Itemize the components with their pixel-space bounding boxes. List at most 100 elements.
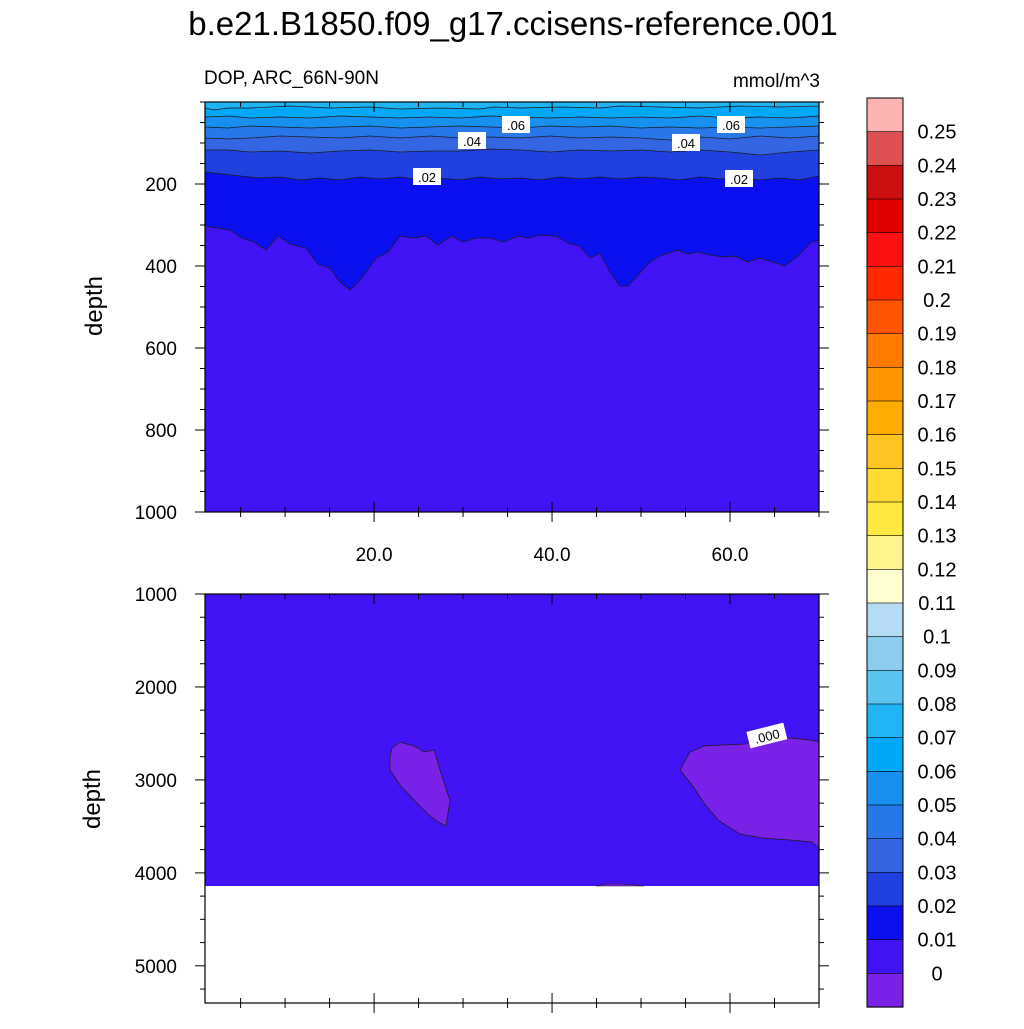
colorbar-swatch	[866, 703, 904, 739]
contour-label-bg	[458, 132, 486, 149]
colorbar-label: 0.23	[918, 189, 957, 211]
y-tick-label: 200	[145, 175, 177, 196]
colorbar-swatch	[866, 670, 904, 705]
bottom-y-axis: 1000 2000 3000 4000 5000	[135, 585, 829, 990]
colorbar-label: 0.13	[918, 526, 957, 548]
colorbar-swatch	[866, 737, 904, 772]
colorbar-label: 0.12	[918, 559, 957, 581]
bottom-contour-labels: .000	[746, 722, 788, 749]
y-tick-label: 1000	[135, 503, 177, 524]
colorbar-swatch	[866, 165, 904, 200]
contour-label-text: .02	[418, 170, 436, 185]
contour-label: .06	[502, 116, 530, 133]
colorbar-label: 0.04	[918, 829, 957, 851]
contour-label: .06	[717, 116, 745, 133]
colorbar-label: 0.11	[918, 593, 955, 615]
contour-label-bg	[746, 722, 788, 749]
contour-label: .000	[746, 722, 788, 749]
bottom-panel-fill	[205, 594, 819, 886]
colorbar-label: 0.16	[918, 425, 957, 447]
contour-label-text: .06	[507, 118, 525, 133]
colorbar-swatch	[866, 468, 904, 503]
colorbar-swatch	[866, 602, 904, 638]
colorbar-label: 0.2	[923, 290, 951, 312]
bottom-panel-bottom-sliver	[595, 883, 645, 887]
colorbar: 0.25 0.24 0.23 0.22 0.21 0.2 0.19 0.18 0.17 0.16 0…	[866, 97, 957, 1008]
bottom-panel: .000 1000 2000 3000 4000 5000	[135, 585, 829, 1013]
colorbar-swatch	[866, 804, 904, 840]
contour-label-bg	[672, 134, 700, 151]
top-y-axis: 200 400 600 800 1000	[135, 101, 829, 524]
colorbar-label: 0.05	[918, 795, 957, 817]
x-tick-label: 40.0	[534, 545, 571, 566]
colorbar-swatch	[866, 400, 904, 436]
colorbar-label: 0.14	[918, 492, 957, 514]
colorbar-label: 0.01	[918, 930, 957, 952]
bottom-panel-patch-left	[389, 741, 451, 827]
y-tick-label: 3000	[135, 771, 177, 792]
contour-label: .04	[458, 132, 486, 149]
contour-label-bg	[717, 116, 745, 133]
colorbar-label: 0.08	[918, 694, 957, 716]
contour-label-bg	[413, 168, 441, 185]
y-tick-label: 4000	[135, 864, 177, 885]
colorbar-swatch	[866, 198, 904, 234]
x-tick-label: 60.0	[712, 545, 749, 566]
colorbar-swatch	[866, 434, 904, 469]
colorbar-swatch	[866, 266, 904, 301]
top-panel-band-0.07-0.08	[204, 101, 820, 111]
colorbar-swatch	[866, 367, 904, 402]
contour-label-text: .000	[753, 726, 781, 747]
top-panel: .06 .04 .02 .06 .04 .02 200 400 600 800 1000 20.0…	[135, 101, 829, 566]
contour-label-text: .04	[677, 136, 695, 151]
bottom-x-axis	[240, 594, 820, 1013]
y-tick-label: 400	[145, 257, 177, 278]
contour-label-text: .06	[722, 118, 740, 133]
y-tick-label: 2000	[135, 678, 177, 699]
y-tick-label: 600	[145, 339, 177, 360]
contour-label: .02	[725, 170, 753, 187]
colorbar-label: 0.22	[918, 223, 957, 245]
top-contour-labels: .06 .04 .02 .06 .04 .02	[413, 116, 753, 187]
contour-label-bg	[725, 170, 753, 187]
colorbar-label: 0.02	[918, 896, 957, 918]
colorbar-swatch	[866, 97, 904, 133]
colorbar-swatch	[866, 771, 904, 806]
colorbar-swatch	[866, 501, 904, 537]
contour-label-bg	[502, 116, 530, 133]
colorbar-label: 0.09	[918, 660, 957, 682]
colorbar-label: 0.17	[918, 391, 957, 413]
top-panel-ylabel: depth	[81, 276, 108, 336]
x-tick-label: 20.0	[356, 545, 393, 566]
bottom-panel-frame	[204, 593, 820, 1004]
colorbar-swatch	[866, 939, 904, 974]
chart-units-label: mmol/m^3	[733, 71, 820, 92]
colorbar-swatch	[866, 333, 904, 368]
colorbar-label: 0.19	[918, 324, 957, 346]
colorbar-frame	[866, 97, 904, 1008]
y-tick-label: 5000	[135, 957, 177, 978]
contour-label-text: .04	[463, 134, 481, 149]
colorbar-label: 0.06	[918, 761, 957, 783]
colorbar-swatch	[866, 905, 904, 941]
colorbar-swatch	[866, 838, 904, 873]
colorbar-label: 0.25	[918, 122, 957, 144]
colorbar-swatch	[866, 131, 904, 166]
colorbar-label: 0.21	[918, 256, 957, 278]
colorbar-swatch	[866, 872, 904, 907]
colorbar-label: 0.18	[918, 357, 957, 379]
colorbar-swatch	[866, 299, 904, 335]
colorbar-swatch	[866, 569, 904, 604]
top-x-axis: 20.0 40.0 60.0	[240, 102, 820, 566]
y-tick-label: 800	[145, 421, 177, 442]
chart-left-subtitle: DOP, ARC_66N-90N	[204, 68, 379, 89]
y-tick-label: 1000	[135, 585, 177, 606]
bottom-panel-ylabel: depth	[79, 769, 106, 829]
colorbar-label: 0.07	[918, 728, 957, 750]
colorbar-swatch	[866, 636, 904, 671]
colorbar-swatch	[866, 535, 904, 570]
contour-label: .02	[413, 168, 441, 185]
colorbar-label: 0	[931, 963, 942, 985]
colorbar-label: 0.03	[918, 862, 957, 884]
